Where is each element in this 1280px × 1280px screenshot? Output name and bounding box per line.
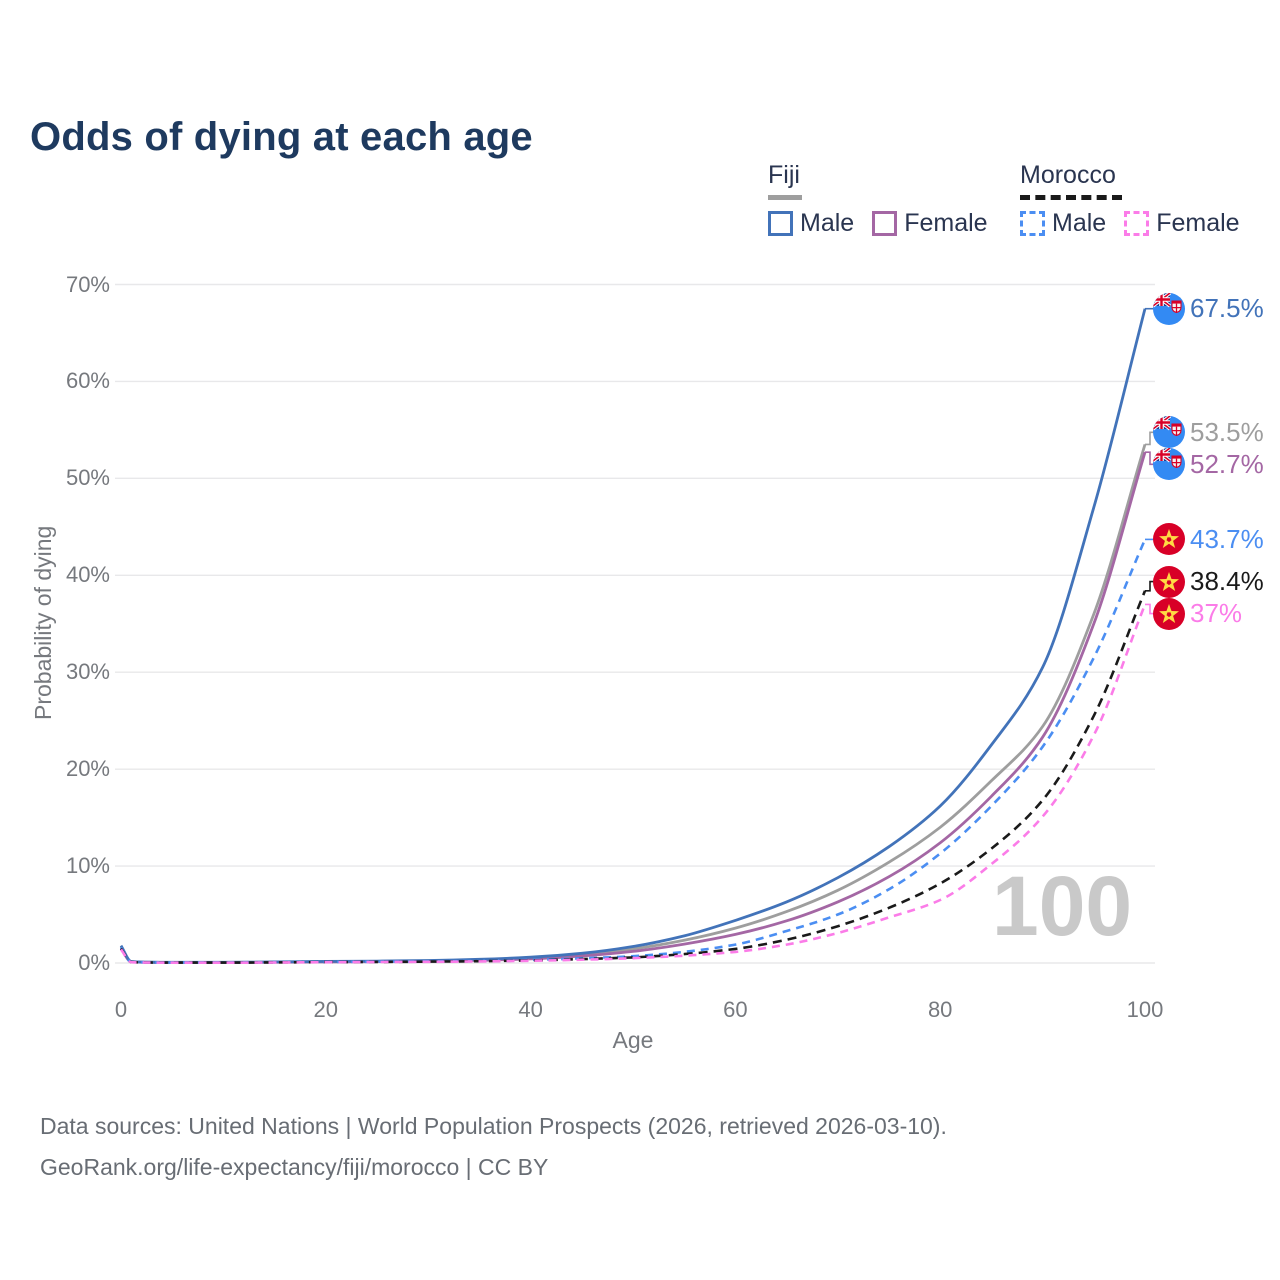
series-line-morocco-female [119, 603, 1147, 964]
legend-underline-morocco [1020, 195, 1122, 200]
series-line-fiji-female [119, 451, 1147, 964]
y-tick-label: 20% [65, 756, 110, 782]
legend-item-morocco-female[interactable]: Female [1124, 209, 1240, 238]
legend-item-label: Male [800, 209, 855, 237]
end-label-value: 43.7% [1190, 523, 1264, 554]
series-line-morocco-male [119, 538, 1147, 964]
y-tick-label: 70% [65, 271, 110, 297]
legend-item-label: Male [1052, 209, 1107, 237]
series-line-morocco-all [119, 590, 1147, 964]
series-line-fiji-all [119, 443, 1147, 964]
age-counter-watermark: 100 [992, 859, 1133, 953]
legend-underline-fiji [768, 195, 802, 200]
leader-line [1145, 603, 1156, 615]
legend-group-morocco-title: Morocco [1020, 161, 1116, 189]
footer-line-2: GeoRank.org/life-expectancy/fiji/morocco… [40, 1154, 549, 1180]
x-tick-label: 0 [114, 997, 128, 1022]
leader-line [1145, 580, 1156, 592]
gridlines [115, 283, 1155, 964]
end-label-value: 52.7% [1190, 448, 1264, 479]
legend-group-fiji: Fiji Male Female [768, 161, 988, 238]
legend-item-label: Female [904, 209, 988, 237]
x-tick-label: 100 [1126, 997, 1164, 1022]
y-tick-label: 40% [65, 562, 110, 588]
fiji-flag-icon [1153, 416, 1185, 448]
y-tick-label: 0% [78, 950, 110, 975]
end-label-value: 38.4% [1190, 566, 1264, 597]
y-tick-label: 50% [65, 465, 110, 491]
fiji-female-swatch-icon [872, 211, 898, 236]
y-tick-label: 10% [65, 853, 110, 879]
x-tick-label: 60 [723, 997, 748, 1022]
legend-group-fiji-title: Fiji [768, 161, 800, 189]
legend-item-fiji-female[interactable]: Female [872, 209, 988, 238]
end-label-fiji-all: 53.5% [1153, 416, 1264, 448]
legend-item-fiji-male[interactable]: Male [768, 209, 854, 238]
x-tick-label: 20 [313, 997, 339, 1022]
data-sources-footer: Data sources: United Nations | World Pop… [40, 1106, 947, 1188]
x-axis-title: Age [612, 1027, 654, 1053]
footer-line-1: Data sources: United Nations | World Pop… [40, 1113, 947, 1139]
legend-item-morocco-male[interactable]: Male [1020, 209, 1106, 238]
end-label-value: 37% [1190, 598, 1243, 629]
end-label-fiji-male: 67.5% [1153, 293, 1264, 325]
page-title: Odds of dying at each age [30, 114, 533, 159]
end-label-fiji-female: 52.7% [1153, 448, 1264, 480]
fiji-male-swatch-icon [768, 211, 793, 236]
end-label-morocco-female: 37% [1153, 597, 1243, 630]
fiji-flag-icon [1153, 448, 1185, 480]
x-tick-label: 80 [927, 997, 953, 1022]
y-tick-label: 30% [65, 659, 110, 685]
series-curves [119, 308, 1147, 964]
morocco-male-swatch-icon [1020, 211, 1045, 236]
x-tick-label: 40 [518, 997, 543, 1022]
legend-group-morocco: Morocco Male Female [1020, 161, 1240, 238]
morocco-flag-icon [1153, 597, 1185, 630]
y-tick-label: 60% [65, 368, 110, 394]
morocco-female-swatch-icon [1124, 211, 1150, 236]
end-label-value: 67.5% [1190, 293, 1264, 324]
end-label-value: 53.5% [1190, 416, 1264, 447]
morocco-flag-icon [1153, 523, 1185, 556]
end-label-morocco-all: 38.4% [1153, 565, 1264, 598]
end-label-morocco-male: 43.7% [1153, 523, 1264, 556]
morocco-flag-icon [1153, 565, 1185, 598]
legend-item-label: Female [1156, 209, 1240, 237]
series-line-fiji-male [119, 308, 1147, 964]
fiji-flag-icon [1153, 293, 1185, 325]
